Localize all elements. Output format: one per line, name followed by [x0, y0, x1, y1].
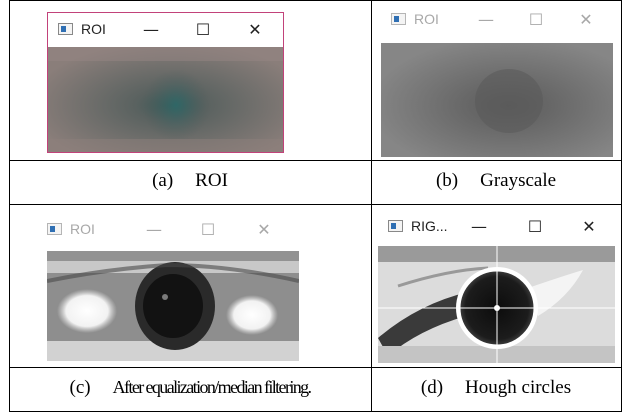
close-button[interactable]: ✕ [248, 20, 262, 39]
window-titlebar[interactable]: ROI — ☐ ✕ [37, 213, 315, 247]
figure-table: ROI — ☐ ✕ [9, 0, 622, 412]
grayscale-window[interactable]: ROI — ☐ ✕ [381, 3, 613, 157]
roi-eye-image [48, 47, 283, 152]
table-rule [9, 160, 622, 161]
window-titlebar[interactable]: ROI — ☐ ✕ [381, 3, 613, 37]
maximize-button[interactable]: ☐ [200, 220, 216, 239]
hough-eye-image [378, 246, 615, 363]
minimize-button[interactable]: — [478, 10, 494, 29]
grayscale-eye-image [381, 43, 613, 157]
window-titlebar[interactable]: RIG... — ☐ ✕ [378, 210, 615, 244]
caption-label: (c) [69, 377, 91, 398]
maximize-button[interactable]: ☐ [195, 20, 211, 39]
caption-text: After equalization/median filtering. [112, 377, 312, 397]
caption-a: (a) ROI [9, 170, 371, 192]
window-title: ROI [81, 21, 106, 37]
equalized-window[interactable]: ROI — ☐ ✕ [37, 213, 315, 361]
caption-label: (b) [435, 170, 459, 191]
hough-circles-window[interactable]: RIG... — ☐ ✕ [378, 210, 615, 363]
table-rule-middle [371, 0, 372, 412]
caption-text: ROI [195, 170, 228, 191]
table-rule-left [9, 0, 10, 412]
close-button[interactable]: ✕ [579, 10, 593, 29]
minimize-button[interactable]: — [146, 220, 162, 239]
window-title: RIG... [411, 218, 448, 234]
close-button[interactable]: ✕ [582, 217, 596, 236]
table-rule [9, 367, 622, 368]
app-window-icon [388, 220, 403, 232]
caption-b: (b) Grayscale [371, 170, 621, 192]
caption-label: (a) [152, 170, 174, 191]
app-window-icon [58, 23, 73, 35]
caption-d: (d) Hough circles [371, 377, 621, 399]
close-button[interactable]: ✕ [257, 220, 271, 239]
app-window-icon [47, 223, 62, 235]
window-titlebar[interactable]: ROI — ☐ ✕ [48, 13, 283, 47]
maximize-button[interactable]: ☐ [528, 10, 544, 29]
minimize-button[interactable]: — [143, 20, 159, 39]
caption-text: Grayscale [480, 170, 557, 191]
table-rule-right [621, 0, 622, 412]
caption-label: (d) [420, 377, 444, 398]
minimize-button[interactable]: — [471, 217, 487, 236]
roi-window[interactable]: ROI — ☐ ✕ [47, 12, 284, 153]
table-rule [9, 204, 622, 205]
equalized-eye-image [47, 251, 299, 361]
window-title: ROI [70, 221, 95, 237]
maximize-button[interactable]: ☐ [527, 217, 543, 236]
caption-c: (c) After equalization/median filtering. [9, 377, 371, 399]
window-title: ROI [414, 11, 439, 27]
table-rule-top [9, 0, 622, 1]
app-window-icon [391, 13, 406, 25]
caption-text: Hough circles [465, 377, 572, 398]
